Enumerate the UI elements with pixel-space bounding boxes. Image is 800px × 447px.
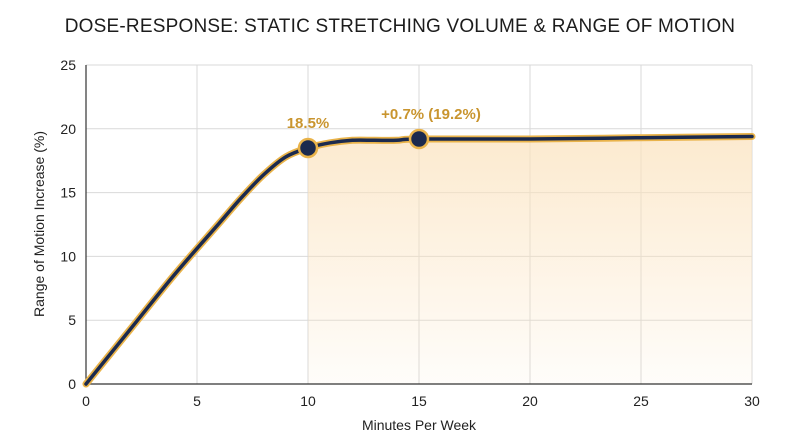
y-tick-label: 5 xyxy=(68,312,76,328)
point-annotation: 18.5% xyxy=(287,115,330,132)
series-line xyxy=(84,134,754,386)
highlight-point xyxy=(408,128,430,150)
chart-title: DOSE-RESPONSE: STATIC STRETCHING VOLUME … xyxy=(64,16,736,37)
y-tick-label: 0 xyxy=(68,376,76,392)
x-tick-label: 10 xyxy=(300,393,316,409)
y-tick-label: 15 xyxy=(60,185,76,201)
x-axis-label: Minutes Per Week xyxy=(362,417,477,433)
point-annotation: +0.7% (19.2%) xyxy=(381,106,481,123)
highlight-points: 18.5% +0.7% (19.2%) xyxy=(287,106,481,159)
x-tick-label: 20 xyxy=(522,393,538,409)
y-tick-label: 10 xyxy=(60,248,76,264)
y-tick-labels: 0 5 10 15 20 25 xyxy=(60,57,76,392)
x-tick-label: 30 xyxy=(744,393,760,409)
plateau-shaded-region xyxy=(308,136,752,384)
x-tick-label: 5 xyxy=(193,393,201,409)
y-tick-label: 20 xyxy=(60,121,76,137)
y-tick-label: 25 xyxy=(60,57,76,73)
y-axis-label: Range of Motion Increase (%) xyxy=(31,131,47,317)
axes xyxy=(85,65,752,385)
x-tick-labels: 0 5 10 15 20 25 30 xyxy=(82,393,760,409)
x-tick-label: 0 xyxy=(82,393,90,409)
highlight-point xyxy=(297,137,319,159)
x-tick-label: 25 xyxy=(633,393,649,409)
x-tick-label: 15 xyxy=(411,393,427,409)
